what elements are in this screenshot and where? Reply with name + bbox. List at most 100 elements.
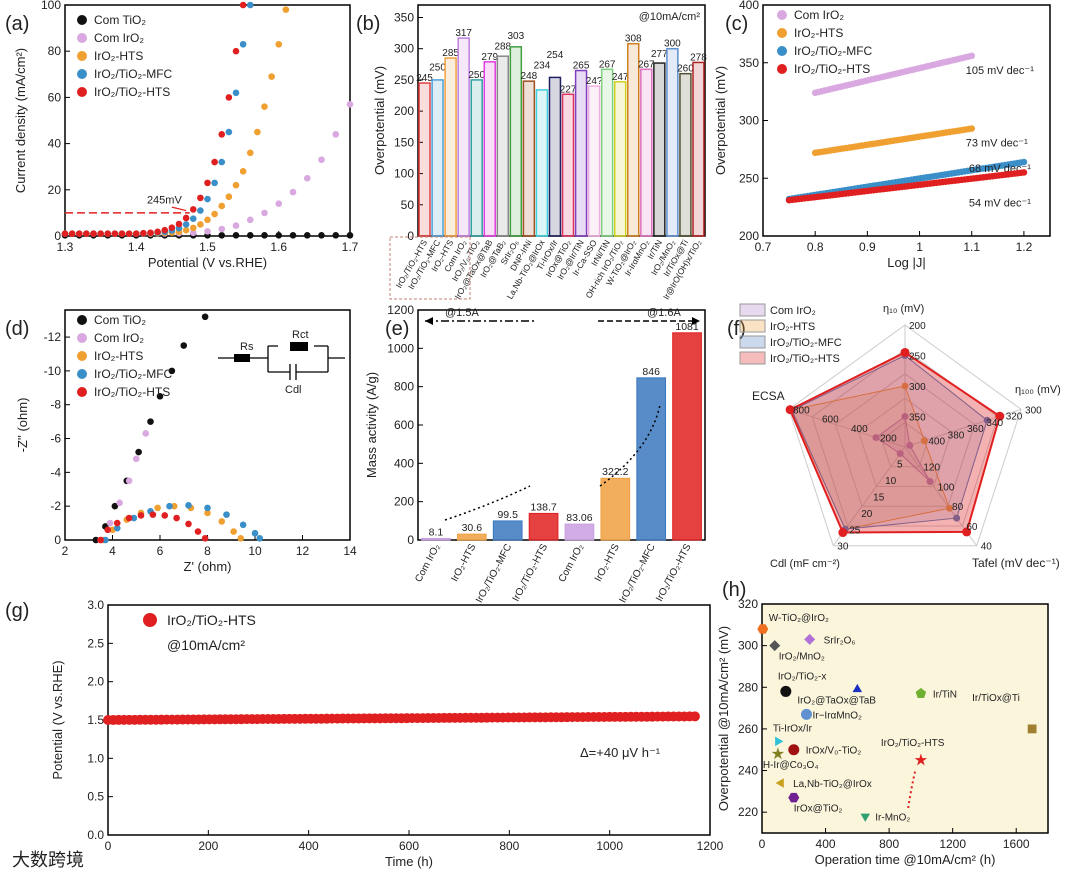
x-tick-label: 1.6 [270, 240, 287, 254]
data-point [223, 511, 230, 518]
axis-label-cdl: Cdl (mF cm⁻²) [770, 558, 840, 570]
data-point [189, 215, 197, 222]
data-point [125, 514, 133, 522]
y-tick-label: 320 [738, 597, 758, 611]
data-point [261, 232, 268, 239]
radar-spoke [788, 408, 906, 448]
radar-point [896, 450, 904, 458]
y-tick-label: 1.5 [87, 713, 104, 727]
bar-value-label: 254 [547, 50, 564, 61]
y-tick-label: 400 [394, 456, 414, 470]
data-point [225, 94, 233, 101]
data-point [246, 216, 254, 224]
data-point [118, 230, 126, 237]
equivalent-circuit: Rs Rct Cdl [218, 329, 345, 396]
bar-value-label: 138.7 [530, 501, 556, 513]
data-point [194, 528, 202, 535]
y-tick-label: -8 [50, 398, 61, 412]
bar-value-label: 267 [638, 59, 655, 70]
y-tick-label: 200 [394, 104, 414, 118]
data-point [232, 222, 240, 229]
data-point [182, 214, 190, 222]
y-axis-label: -Z'' (ohm) [15, 398, 30, 453]
bar [653, 62, 666, 237]
resistor-rs [234, 354, 250, 362]
annotation-arrow [171, 206, 187, 212]
data-point [135, 448, 142, 456]
bar [528, 512, 559, 541]
data-point [166, 502, 173, 510]
data-point [232, 89, 240, 97]
x-tick-label: 8 [204, 544, 211, 558]
x-tick-label: 1000 [596, 839, 623, 853]
bar-value-label: 8.1 [429, 526, 444, 538]
data-point [282, 6, 290, 13]
radar-tick-label: 360 [967, 424, 984, 435]
y-tick-label: -2 [50, 499, 61, 513]
y-tick-label: 20 [48, 183, 62, 197]
legend-label: IrO₂/TiO₂-MFC [770, 337, 842, 349]
bar [492, 520, 523, 541]
benchmark-label: SrIr₂O₆ [824, 635, 856, 646]
data-point [246, 149, 254, 157]
data-point [132, 230, 140, 237]
data-point [185, 520, 192, 528]
x-axis-label: Z' (ohm) [184, 559, 232, 574]
data-point [239, 168, 247, 175]
radar-tick-label: 15 [873, 492, 885, 503]
panel-e-mass-activity: 0 200 400 600 800 1000 1200 Mass activity (A/g)… [364, 303, 706, 605]
legend-label: IrO₂/TiO₂-HTS [94, 85, 170, 99]
y-tick-label: 1200 [387, 303, 414, 317]
bar-value-label: 99.5 [497, 509, 518, 521]
panel-label: (d) [5, 318, 29, 340]
bar [600, 68, 614, 237]
benchmark-label: IrOx@TiO₂ [794, 804, 843, 815]
bar-value-label: 846 [642, 366, 660, 378]
radar-tick-label: 30 [837, 542, 849, 553]
circuit-wires [218, 345, 345, 380]
bar [666, 47, 679, 237]
x-tick-label: 1200 [697, 839, 724, 853]
axis-label-eta100: η₁₀₀ (mV) [1015, 384, 1061, 396]
data-point [170, 502, 178, 510]
data-point [149, 511, 157, 518]
data-point [204, 179, 211, 187]
category-label: Com IrO₂ [557, 542, 586, 584]
legend-label: Com IrO₂ [770, 305, 816, 317]
radar-point [906, 441, 914, 449]
radar-tick-label: 10 [885, 476, 897, 487]
benchmark-marker [915, 688, 927, 698]
panel-label: (c) [725, 13, 748, 35]
radar-tick-label: 20 [861, 509, 873, 520]
bar-value-label: 278 [690, 52, 707, 63]
legend-label: IrO₂-HTS [770, 321, 815, 333]
legend-marker [777, 28, 787, 38]
benchmark-marker [769, 640, 781, 652]
data-point [83, 230, 90, 237]
bar [444, 57, 457, 237]
plot-frame [417, 309, 706, 541]
rs-label: Rs [240, 341, 254, 353]
y-tick-label: 280 [738, 680, 758, 694]
data-point [318, 232, 325, 239]
data-point [303, 174, 311, 182]
bar [600, 477, 631, 541]
data-point [251, 529, 259, 537]
bar [613, 81, 627, 237]
legend-marker [77, 87, 87, 97]
data-point [102, 536, 109, 544]
data-point [147, 229, 154, 237]
data-point [232, 232, 240, 239]
data-point [168, 224, 176, 231]
y-tick-label: 0 [407, 229, 414, 243]
x-tick-label: 400 [299, 839, 319, 853]
data-point [189, 229, 197, 237]
radar-tick-label: 380 [948, 430, 965, 441]
x-axis-label: Operation time @10mA/cm² (h) [815, 852, 996, 867]
bar [421, 537, 451, 541]
radar-tick-label: 300 [1025, 405, 1042, 416]
data-point [239, 1, 247, 9]
radar-tick-label: 120 [923, 463, 940, 474]
y-tick-label: 2.5 [87, 636, 104, 650]
data-point [332, 131, 340, 138]
